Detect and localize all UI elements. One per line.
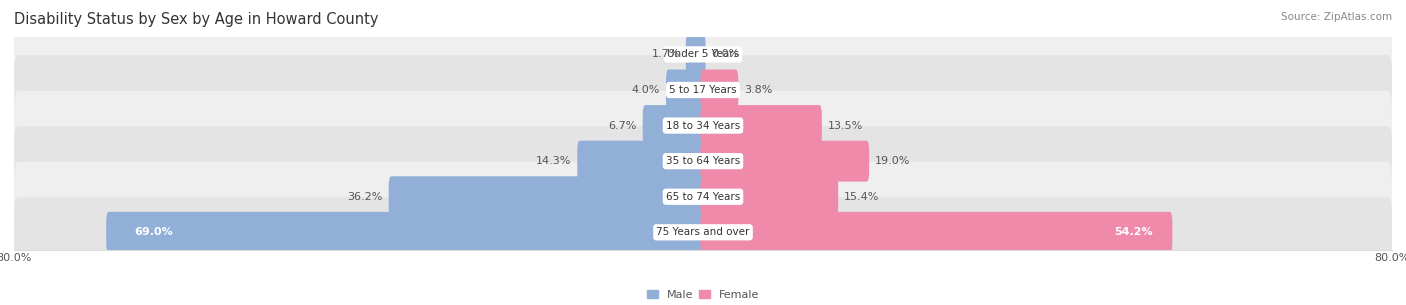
FancyBboxPatch shape xyxy=(14,20,1392,89)
Text: 6.7%: 6.7% xyxy=(609,120,637,131)
Text: 4.0%: 4.0% xyxy=(631,85,659,95)
FancyBboxPatch shape xyxy=(686,34,706,75)
FancyBboxPatch shape xyxy=(700,105,823,146)
FancyBboxPatch shape xyxy=(14,162,1392,231)
Text: Under 5 Years: Under 5 Years xyxy=(666,49,740,59)
FancyBboxPatch shape xyxy=(700,212,1173,253)
Text: 14.3%: 14.3% xyxy=(536,156,571,166)
Text: 65 to 74 Years: 65 to 74 Years xyxy=(666,192,740,202)
Legend: Male, Female: Male, Female xyxy=(643,285,763,304)
FancyBboxPatch shape xyxy=(700,176,838,217)
FancyBboxPatch shape xyxy=(14,197,1392,267)
Text: Source: ZipAtlas.com: Source: ZipAtlas.com xyxy=(1281,12,1392,22)
FancyBboxPatch shape xyxy=(700,141,869,181)
FancyBboxPatch shape xyxy=(643,105,706,146)
FancyBboxPatch shape xyxy=(666,70,706,110)
Text: 69.0%: 69.0% xyxy=(135,227,173,237)
Text: Disability Status by Sex by Age in Howard County: Disability Status by Sex by Age in Howar… xyxy=(14,12,378,27)
Text: 19.0%: 19.0% xyxy=(875,156,911,166)
Text: 54.2%: 54.2% xyxy=(1114,227,1153,237)
Text: 5 to 17 Years: 5 to 17 Years xyxy=(669,85,737,95)
FancyBboxPatch shape xyxy=(700,70,738,110)
Text: 18 to 34 Years: 18 to 34 Years xyxy=(666,120,740,131)
Text: 13.5%: 13.5% xyxy=(828,120,863,131)
Text: 75 Years and over: 75 Years and over xyxy=(657,227,749,237)
FancyBboxPatch shape xyxy=(107,212,706,253)
Text: 35 to 64 Years: 35 to 64 Years xyxy=(666,156,740,166)
FancyBboxPatch shape xyxy=(14,126,1392,196)
FancyBboxPatch shape xyxy=(388,176,706,217)
Text: 36.2%: 36.2% xyxy=(347,192,382,202)
Text: 0.0%: 0.0% xyxy=(711,49,740,59)
FancyBboxPatch shape xyxy=(14,91,1392,160)
Text: 3.8%: 3.8% xyxy=(744,85,773,95)
FancyBboxPatch shape xyxy=(578,141,706,181)
Text: 1.7%: 1.7% xyxy=(651,49,679,59)
Text: 15.4%: 15.4% xyxy=(844,192,880,202)
FancyBboxPatch shape xyxy=(14,55,1392,125)
